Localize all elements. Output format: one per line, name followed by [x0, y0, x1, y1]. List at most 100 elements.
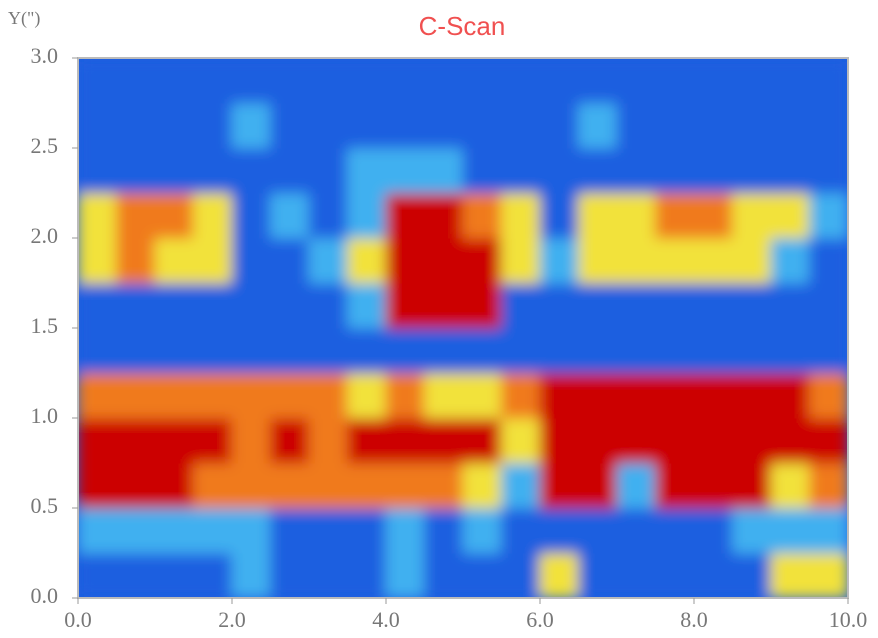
- y-tick-label: 0.5: [31, 493, 59, 518]
- heatmap-cell: [771, 553, 811, 599]
- heatmap-cell: [232, 553, 272, 599]
- heatmap-cell: [232, 463, 272, 509]
- heatmap-cell: [617, 508, 657, 554]
- heatmap-cell: [694, 508, 734, 554]
- heatmap-cell: [309, 508, 349, 554]
- heatmap-cell: [732, 103, 772, 149]
- heatmap-cell: [732, 373, 772, 419]
- chart-title: C-Scan: [419, 11, 506, 41]
- y-tick-label: 3.0: [31, 43, 59, 68]
- heatmap-cell: [309, 283, 349, 329]
- heatmap-cell: [578, 238, 618, 284]
- heatmap-cell: [809, 373, 849, 419]
- heatmap-cell: [655, 463, 695, 509]
- heatmap-cell: [155, 553, 195, 599]
- heatmap-cell: [347, 58, 387, 104]
- heatmap-cell: [617, 553, 657, 599]
- heatmap-cell: [193, 283, 233, 329]
- heatmap-cell: [232, 103, 272, 149]
- heatmap-cell: [386, 553, 426, 599]
- heatmap-cell: [809, 148, 849, 194]
- heatmap-cell: [386, 148, 426, 194]
- heatmap-cell: [116, 418, 156, 464]
- heatmap-cell: [463, 418, 503, 464]
- heatmap-cell: [732, 193, 772, 239]
- heatmap-cell: [617, 283, 657, 329]
- heatmap-cell: [540, 58, 580, 104]
- heatmap-cell: [386, 373, 426, 419]
- heatmap-cell: [193, 103, 233, 149]
- heatmap-cell: [540, 193, 580, 239]
- heatmap-cell: [116, 148, 156, 194]
- heatmap-cell: [347, 463, 387, 509]
- heatmap-cell: [655, 148, 695, 194]
- heatmap-cell: [270, 508, 310, 554]
- heatmap-cell: [270, 148, 310, 194]
- heatmap-cell: [655, 328, 695, 374]
- heatmap-cell: [694, 553, 734, 599]
- heatmap-cell: [463, 238, 503, 284]
- heatmap-cell: [309, 193, 349, 239]
- heatmap-cell: [501, 58, 541, 104]
- heatmap-cell: [501, 103, 541, 149]
- heatmap-cell: [578, 328, 618, 374]
- heatmap-cell: [424, 418, 464, 464]
- heatmap-cell: [232, 148, 272, 194]
- heatmap-cell: [694, 238, 734, 284]
- heatmap-cell: [732, 553, 772, 599]
- heatmap-cell: [386, 418, 426, 464]
- heatmap-cell: [424, 373, 464, 419]
- heatmap-cell: [655, 58, 695, 104]
- heatmap-cell: [694, 193, 734, 239]
- heatmap-cell: [578, 418, 618, 464]
- heatmap-cell: [270, 553, 310, 599]
- heatmap-cell: [347, 193, 387, 239]
- heatmap-cell: [617, 418, 657, 464]
- heatmap-cell: [809, 283, 849, 329]
- heatmap-cell: [617, 238, 657, 284]
- heatmap-cell: [78, 103, 118, 149]
- heatmap-cell: [809, 238, 849, 284]
- heatmap-cell: [116, 238, 156, 284]
- heatmap-cell: [501, 148, 541, 194]
- heatmap-cell: [732, 283, 772, 329]
- heatmap-cell: [694, 418, 734, 464]
- heatmap-cell: [501, 553, 541, 599]
- heatmap-cell: [116, 283, 156, 329]
- heatmap-cell: [309, 418, 349, 464]
- heatmap-cell: [463, 103, 503, 149]
- x-tick-label: 4.0: [372, 607, 400, 632]
- heatmap-cell: [694, 283, 734, 329]
- heatmap-cell: [540, 148, 580, 194]
- heatmap-cell: [463, 148, 503, 194]
- heatmap-cell: [540, 328, 580, 374]
- heatmap-cell: [309, 373, 349, 419]
- heatmap-cell: [809, 553, 849, 599]
- heatmap-cell: [386, 508, 426, 554]
- heatmap-cell: [193, 463, 233, 509]
- chart: C-Scan Y(") 0.00.51.01.52.02.53.00.02.04…: [0, 0, 878, 638]
- heatmap-cell: [155, 463, 195, 509]
- heatmap-cell: [155, 238, 195, 284]
- heatmap-cell: [270, 283, 310, 329]
- heatmap-cell: [309, 238, 349, 284]
- heatmap-cell: [193, 58, 233, 104]
- heatmap-cell: [732, 418, 772, 464]
- heatmap-cell: [732, 508, 772, 554]
- heatmap-cell: [732, 58, 772, 104]
- heatmap-cell: [578, 193, 618, 239]
- heatmap-cell: [232, 418, 272, 464]
- heatmap-cell: [155, 148, 195, 194]
- heatmap-cell: [655, 283, 695, 329]
- heatmap-cell: [424, 553, 464, 599]
- heatmap-cell: [809, 463, 849, 509]
- heatmap-cell: [655, 238, 695, 284]
- heatmap-cell: [771, 283, 811, 329]
- heatmap-cell: [694, 103, 734, 149]
- heatmap-cell: [424, 148, 464, 194]
- heatmap-cell: [694, 328, 734, 374]
- heatmap-cell: [386, 103, 426, 149]
- heatmap-cell: [155, 283, 195, 329]
- heatmap-cell: [540, 373, 580, 419]
- heatmap-cell: [116, 58, 156, 104]
